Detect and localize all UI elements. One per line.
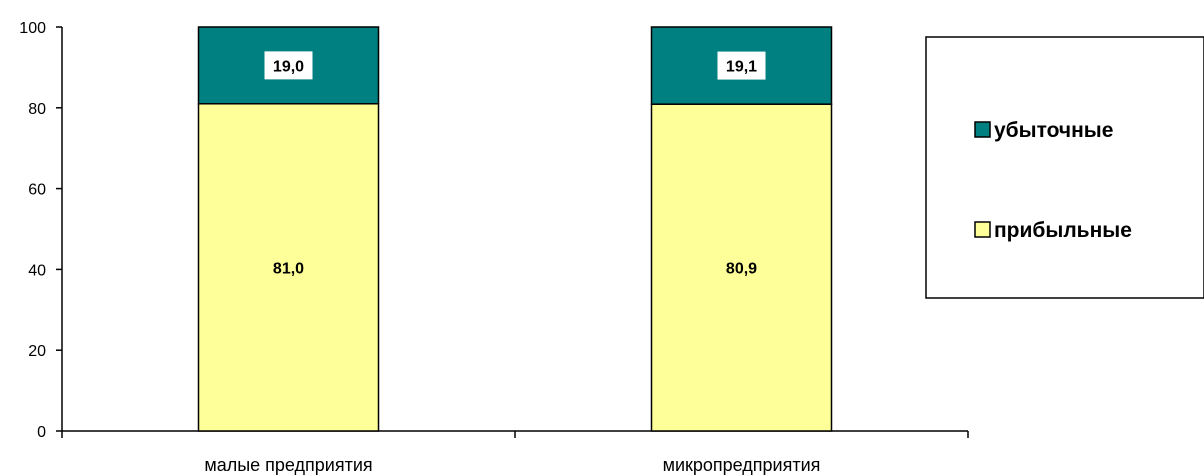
y-axis: 0 20 40 60 80 100 bbox=[19, 20, 62, 441]
y-tick-label: 0 bbox=[37, 424, 46, 441]
legend-label: прибыльные bbox=[994, 219, 1132, 242]
legend-label: убыточные bbox=[994, 119, 1113, 142]
data-label: 81,0 bbox=[273, 260, 304, 277]
x-category-label: малые предприятия bbox=[204, 455, 372, 475]
data-label: 80,9 bbox=[726, 261, 757, 278]
x-axis: малые предприятия микропредприятия bbox=[62, 431, 968, 475]
data-label: 19,1 bbox=[726, 59, 757, 76]
y-tick-label: 80 bbox=[28, 101, 46, 118]
legend-swatch bbox=[975, 222, 990, 237]
y-tick-label: 60 bbox=[28, 182, 46, 199]
legend-swatch bbox=[975, 122, 990, 137]
x-category-label: микропредприятия bbox=[663, 455, 821, 475]
y-tick-label: 100 bbox=[19, 20, 46, 37]
data-label: 19,0 bbox=[273, 58, 304, 75]
legend: убыточные прибыльные bbox=[926, 37, 1204, 298]
y-tick-label: 40 bbox=[28, 262, 46, 279]
legend-box bbox=[926, 37, 1204, 298]
bars bbox=[199, 27, 832, 431]
y-tick-label: 20 bbox=[28, 343, 46, 360]
